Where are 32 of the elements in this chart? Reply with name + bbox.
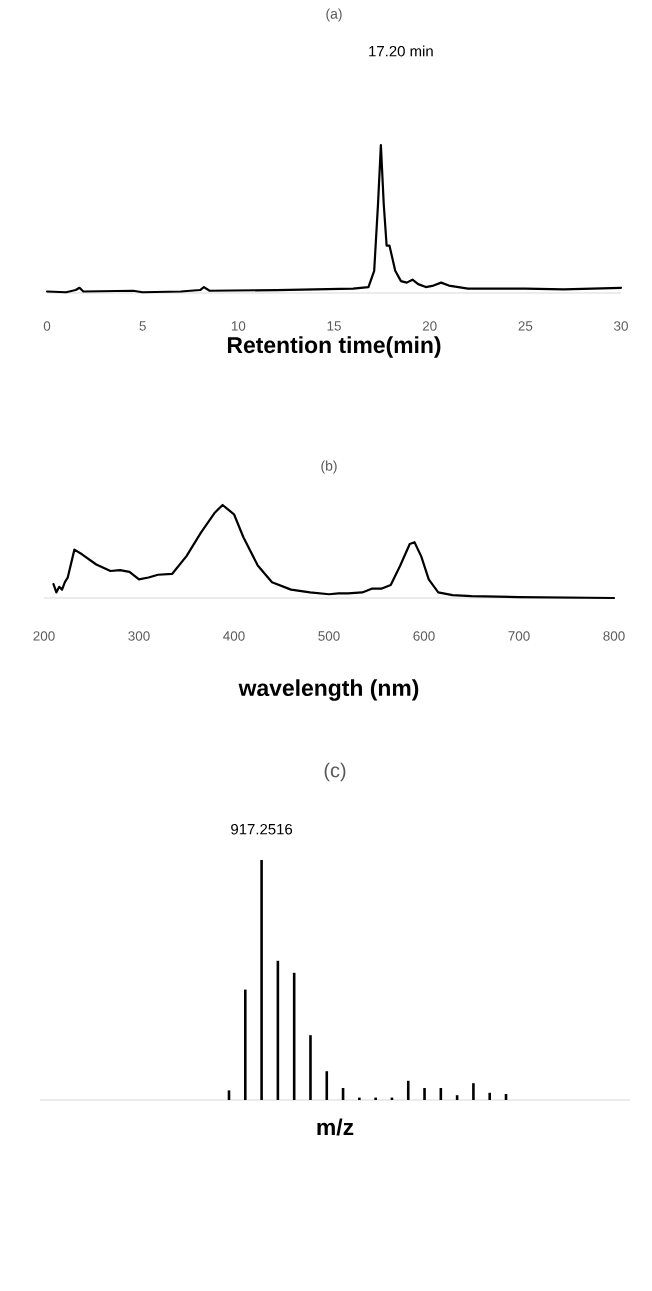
x-tick-label: 700 — [508, 631, 530, 641]
x-axis-title: m/z — [317, 1118, 354, 1136]
bar — [309, 1035, 312, 1100]
x-tick-label: 10 — [231, 321, 246, 331]
bar — [472, 1083, 475, 1100]
x-tick-label: 0 — [43, 321, 51, 331]
bar — [406, 1080, 410, 1100]
x-tick-label: 600 — [413, 631, 435, 641]
bar — [260, 860, 263, 1100]
x-axis-title: Retention time(min) — [227, 336, 441, 358]
x-tick-label: 500 — [318, 631, 340, 641]
x-tick-label: 25 — [518, 321, 533, 331]
bar — [423, 1088, 426, 1100]
chart-title: (a) — [326, 8, 342, 22]
bar — [374, 1097, 377, 1100]
chart-title: (c) — [324, 762, 346, 782]
bar — [325, 1071, 329, 1100]
x-tick-label: 20 — [422, 321, 437, 331]
chart-title: (b) — [321, 460, 337, 474]
bar — [244, 989, 247, 1100]
text: 917.2516 — [231, 823, 293, 835]
bar — [358, 1097, 361, 1100]
x-axis-title: wavelength (nm) — [238, 679, 419, 701]
x-tick-label: 30 — [614, 321, 628, 331]
x-tick-label: 300 — [128, 631, 150, 641]
x-tick-label: 15 — [327, 321, 341, 331]
x-tick-label: 5 — [139, 321, 146, 331]
text: 17.20 min — [369, 45, 433, 57]
x-tick-label: 200 — [33, 631, 55, 641]
x-tick-label: 800 — [603, 631, 625, 641]
x-tick-label: 400 — [223, 631, 245, 641]
bar — [488, 1092, 492, 1100]
